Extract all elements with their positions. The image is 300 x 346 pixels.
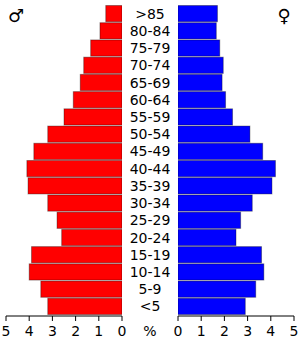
axis-label: % — [143, 323, 156, 339]
tick-mark — [224, 316, 225, 321]
bar — [178, 6, 217, 22]
legend-symbol: ♀ — [277, 5, 290, 26]
bar — [80, 74, 122, 90]
bar — [178, 161, 275, 177]
bar — [48, 126, 122, 142]
tick-label: 1 — [197, 323, 206, 339]
bar — [27, 161, 122, 177]
tick-mark — [75, 316, 76, 321]
category-label: 5-9 — [139, 281, 162, 297]
bar — [178, 126, 250, 142]
category-label: >85 — [135, 6, 165, 22]
tick-label: 4 — [266, 323, 275, 339]
bar — [178, 57, 223, 73]
bar — [91, 40, 122, 56]
tick-mark — [6, 316, 7, 321]
bar — [178, 281, 256, 297]
bar-group — [27, 6, 122, 315]
bar — [178, 143, 263, 159]
bar — [32, 247, 122, 263]
bar — [62, 229, 122, 245]
tick-label: 5 — [2, 323, 11, 339]
tick-label: 4 — [25, 323, 34, 339]
bar — [178, 264, 264, 280]
tick-mark — [294, 316, 295, 321]
bar — [41, 281, 122, 297]
bar — [100, 23, 122, 39]
tick-mark — [29, 316, 30, 321]
bar-group — [178, 6, 275, 315]
bar — [178, 74, 222, 90]
category-label: 65-69 — [130, 75, 171, 91]
bar — [28, 178, 122, 194]
category-label: 70-74 — [130, 57, 171, 73]
bar — [178, 298, 245, 314]
category-label: 25-29 — [130, 212, 171, 228]
bar — [178, 23, 216, 39]
tick-mark — [98, 316, 99, 321]
category-label: 55-59 — [130, 109, 171, 125]
tick-label: 2 — [220, 323, 229, 339]
bar — [106, 6, 122, 22]
bar — [48, 298, 122, 314]
bar — [34, 143, 122, 159]
category-label: 15-19 — [130, 247, 171, 263]
bar — [64, 109, 122, 125]
tick-label: 2 — [71, 323, 80, 339]
category-label: 10-14 — [130, 264, 171, 280]
tick-mark — [201, 316, 202, 321]
bar — [178, 229, 236, 245]
tick-mark — [52, 316, 53, 321]
bar — [178, 212, 241, 228]
tick-label: 0 — [174, 323, 183, 339]
category-label: 50-54 — [130, 126, 171, 142]
tick-label: 3 — [48, 323, 57, 339]
category-label: 30-34 — [130, 195, 171, 211]
tick-label: 0 — [118, 323, 127, 339]
category-label: 75-79 — [130, 40, 171, 56]
tick-label: 5 — [290, 323, 299, 339]
category-label: 40-44 — [130, 161, 171, 177]
bar — [178, 178, 272, 194]
bar — [178, 40, 220, 56]
category-label: 60-64 — [130, 92, 171, 108]
bar — [73, 92, 122, 108]
category-label: <5 — [140, 298, 161, 314]
chart-container: ♂ ♀ <55-910-1415-1920-24 25-2930-3435-3940-… — [0, 0, 300, 346]
category-label: 20-24 — [130, 230, 171, 246]
category-label: 45-49 — [130, 143, 171, 159]
bar — [178, 92, 226, 108]
x-axis — [6, 316, 122, 317]
bar — [29, 264, 122, 280]
tick-mark — [178, 316, 179, 321]
x-axis — [178, 316, 294, 317]
bar — [178, 247, 262, 263]
category-label: 35-39 — [130, 178, 171, 194]
bar — [178, 195, 252, 211]
category-label: 80-84 — [130, 23, 171, 39]
bar — [178, 109, 233, 125]
tick-mark — [247, 316, 248, 321]
legend-symbol: ♂ — [8, 5, 24, 26]
bar — [48, 195, 122, 211]
bar — [57, 212, 122, 228]
pyramid-chart: ♂ ♀ <55-910-1415-1920-24 25-2930-3435-3940-… — [0, 0, 300, 346]
tick-mark — [270, 316, 271, 321]
tick-label: 3 — [243, 323, 252, 339]
bar — [84, 57, 122, 73]
tick-label: 1 — [94, 323, 103, 339]
tick-mark — [122, 316, 123, 321]
